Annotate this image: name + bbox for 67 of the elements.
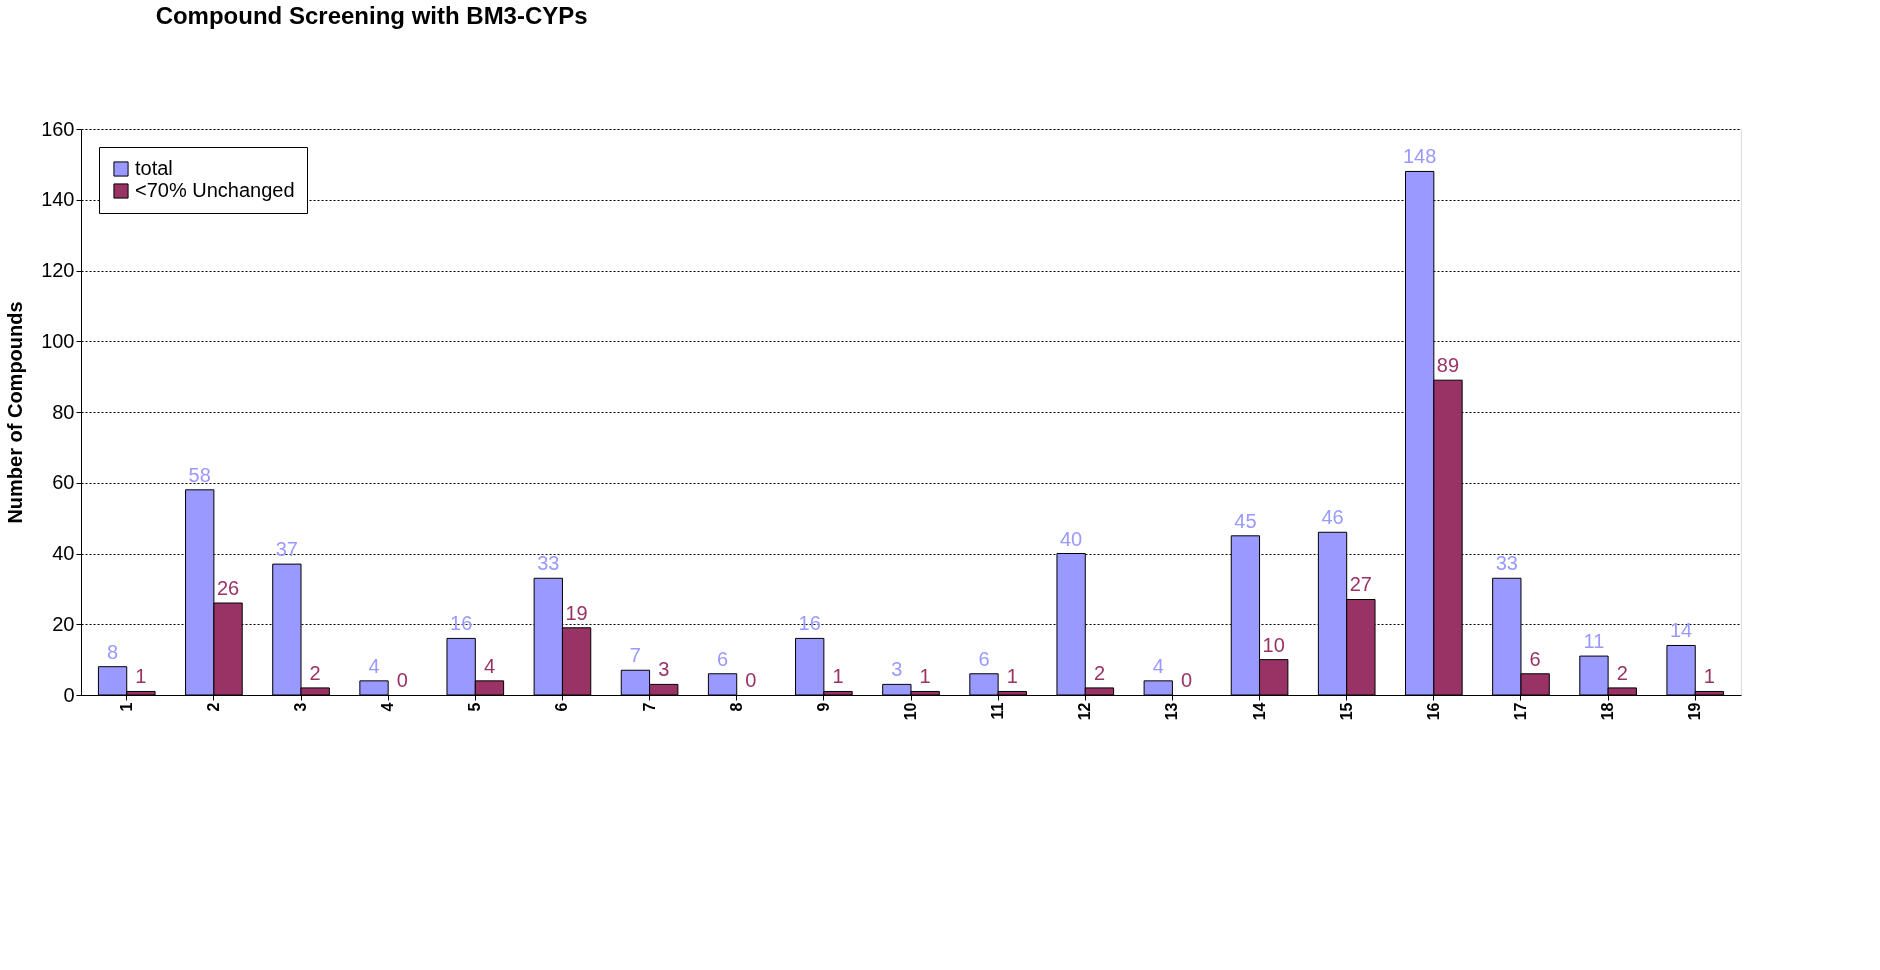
y-tick-label: 140 (41, 188, 75, 211)
data-label: 40 (1059, 527, 1083, 550)
data-label: 148 (1402, 145, 1437, 168)
x-tick-label: 7 (640, 702, 658, 712)
x-tick-label: 12 (1076, 702, 1094, 721)
y-tick-label: 60 (52, 471, 75, 494)
y-tick-label: 80 (52, 400, 75, 423)
x-tick-label: 3 (292, 702, 310, 712)
data-label: 1 (832, 665, 844, 688)
x-tick-label: 19 (1686, 702, 1704, 721)
data-label: 2 (309, 661, 321, 684)
chart-title: Compound Screening with BM3-CYPs (155, 2, 588, 29)
data-label: 14 (1669, 619, 1693, 642)
data-label: 45 (1234, 509, 1257, 532)
x-tick-label: 17 (1511, 702, 1529, 721)
x-tick-label: 9 (814, 702, 832, 712)
x-tick-label: 6 (553, 702, 571, 712)
x-tick-label: 13 (1163, 702, 1181, 721)
x-tick-label: 8 (727, 702, 745, 712)
x-tick-label: 1 (117, 702, 135, 712)
data-label: 0 (396, 669, 408, 691)
data-label: 1 (1006, 665, 1018, 688)
x-tick-label: 15 (1337, 702, 1355, 721)
data-label: 19 (565, 601, 588, 624)
legend-label: total (135, 157, 173, 179)
x-tick-label: 14 (1250, 702, 1268, 721)
y-tick-label: 0 (63, 683, 75, 706)
y-tick-label: 160 (41, 117, 75, 140)
data-label: 1 (1703, 665, 1715, 688)
data-label: 89 (1436, 354, 1460, 377)
data-label: 6 (1529, 647, 1541, 670)
data-label: 4 (1152, 654, 1164, 677)
data-label: 2 (1093, 661, 1105, 684)
data-label: 46 (1321, 506, 1344, 529)
x-tick-label: 4 (379, 702, 397, 712)
data-label: 1 (135, 665, 147, 688)
data-label: 4 (368, 654, 380, 677)
data-label: 33 (537, 552, 560, 575)
data-label: 10 (1262, 633, 1285, 656)
data-label: 11 (1583, 630, 1605, 653)
x-tick-label: 5 (466, 702, 484, 712)
data-label: 8 (107, 640, 119, 663)
data-label: 6 (978, 647, 990, 670)
data-label: 33 (1495, 552, 1518, 575)
data-label: 7 (629, 644, 641, 667)
data-label: 0 (1181, 669, 1193, 691)
data-label: 26 (216, 577, 240, 600)
y-tick-label: 120 (41, 259, 75, 281)
data-label: 27 (1349, 573, 1372, 596)
data-label: 3 (891, 658, 903, 681)
x-tick-label: 10 (902, 702, 919, 721)
legend-label: <70% Unchanged (135, 179, 295, 201)
y-axis-title: Number of Compounds (4, 301, 27, 524)
y-tick-label: 20 (52, 612, 75, 635)
x-tick-label: 18 (1599, 702, 1617, 721)
data-label: 4 (483, 654, 496, 677)
data-label: 3 (658, 658, 670, 681)
y-tick-label: 40 (52, 542, 75, 564)
data-label: 58 (188, 463, 211, 486)
data-label: 2 (1616, 661, 1628, 684)
data-label: 0 (745, 669, 757, 691)
data-label: 1 (919, 665, 931, 688)
x-tick-label: 2 (204, 702, 222, 712)
y-tick-label: 100 (41, 329, 75, 352)
x-tick-label: 16 (1424, 702, 1442, 721)
x-tick-label: 11 (989, 702, 1007, 720)
data-label: 6 (717, 647, 729, 670)
